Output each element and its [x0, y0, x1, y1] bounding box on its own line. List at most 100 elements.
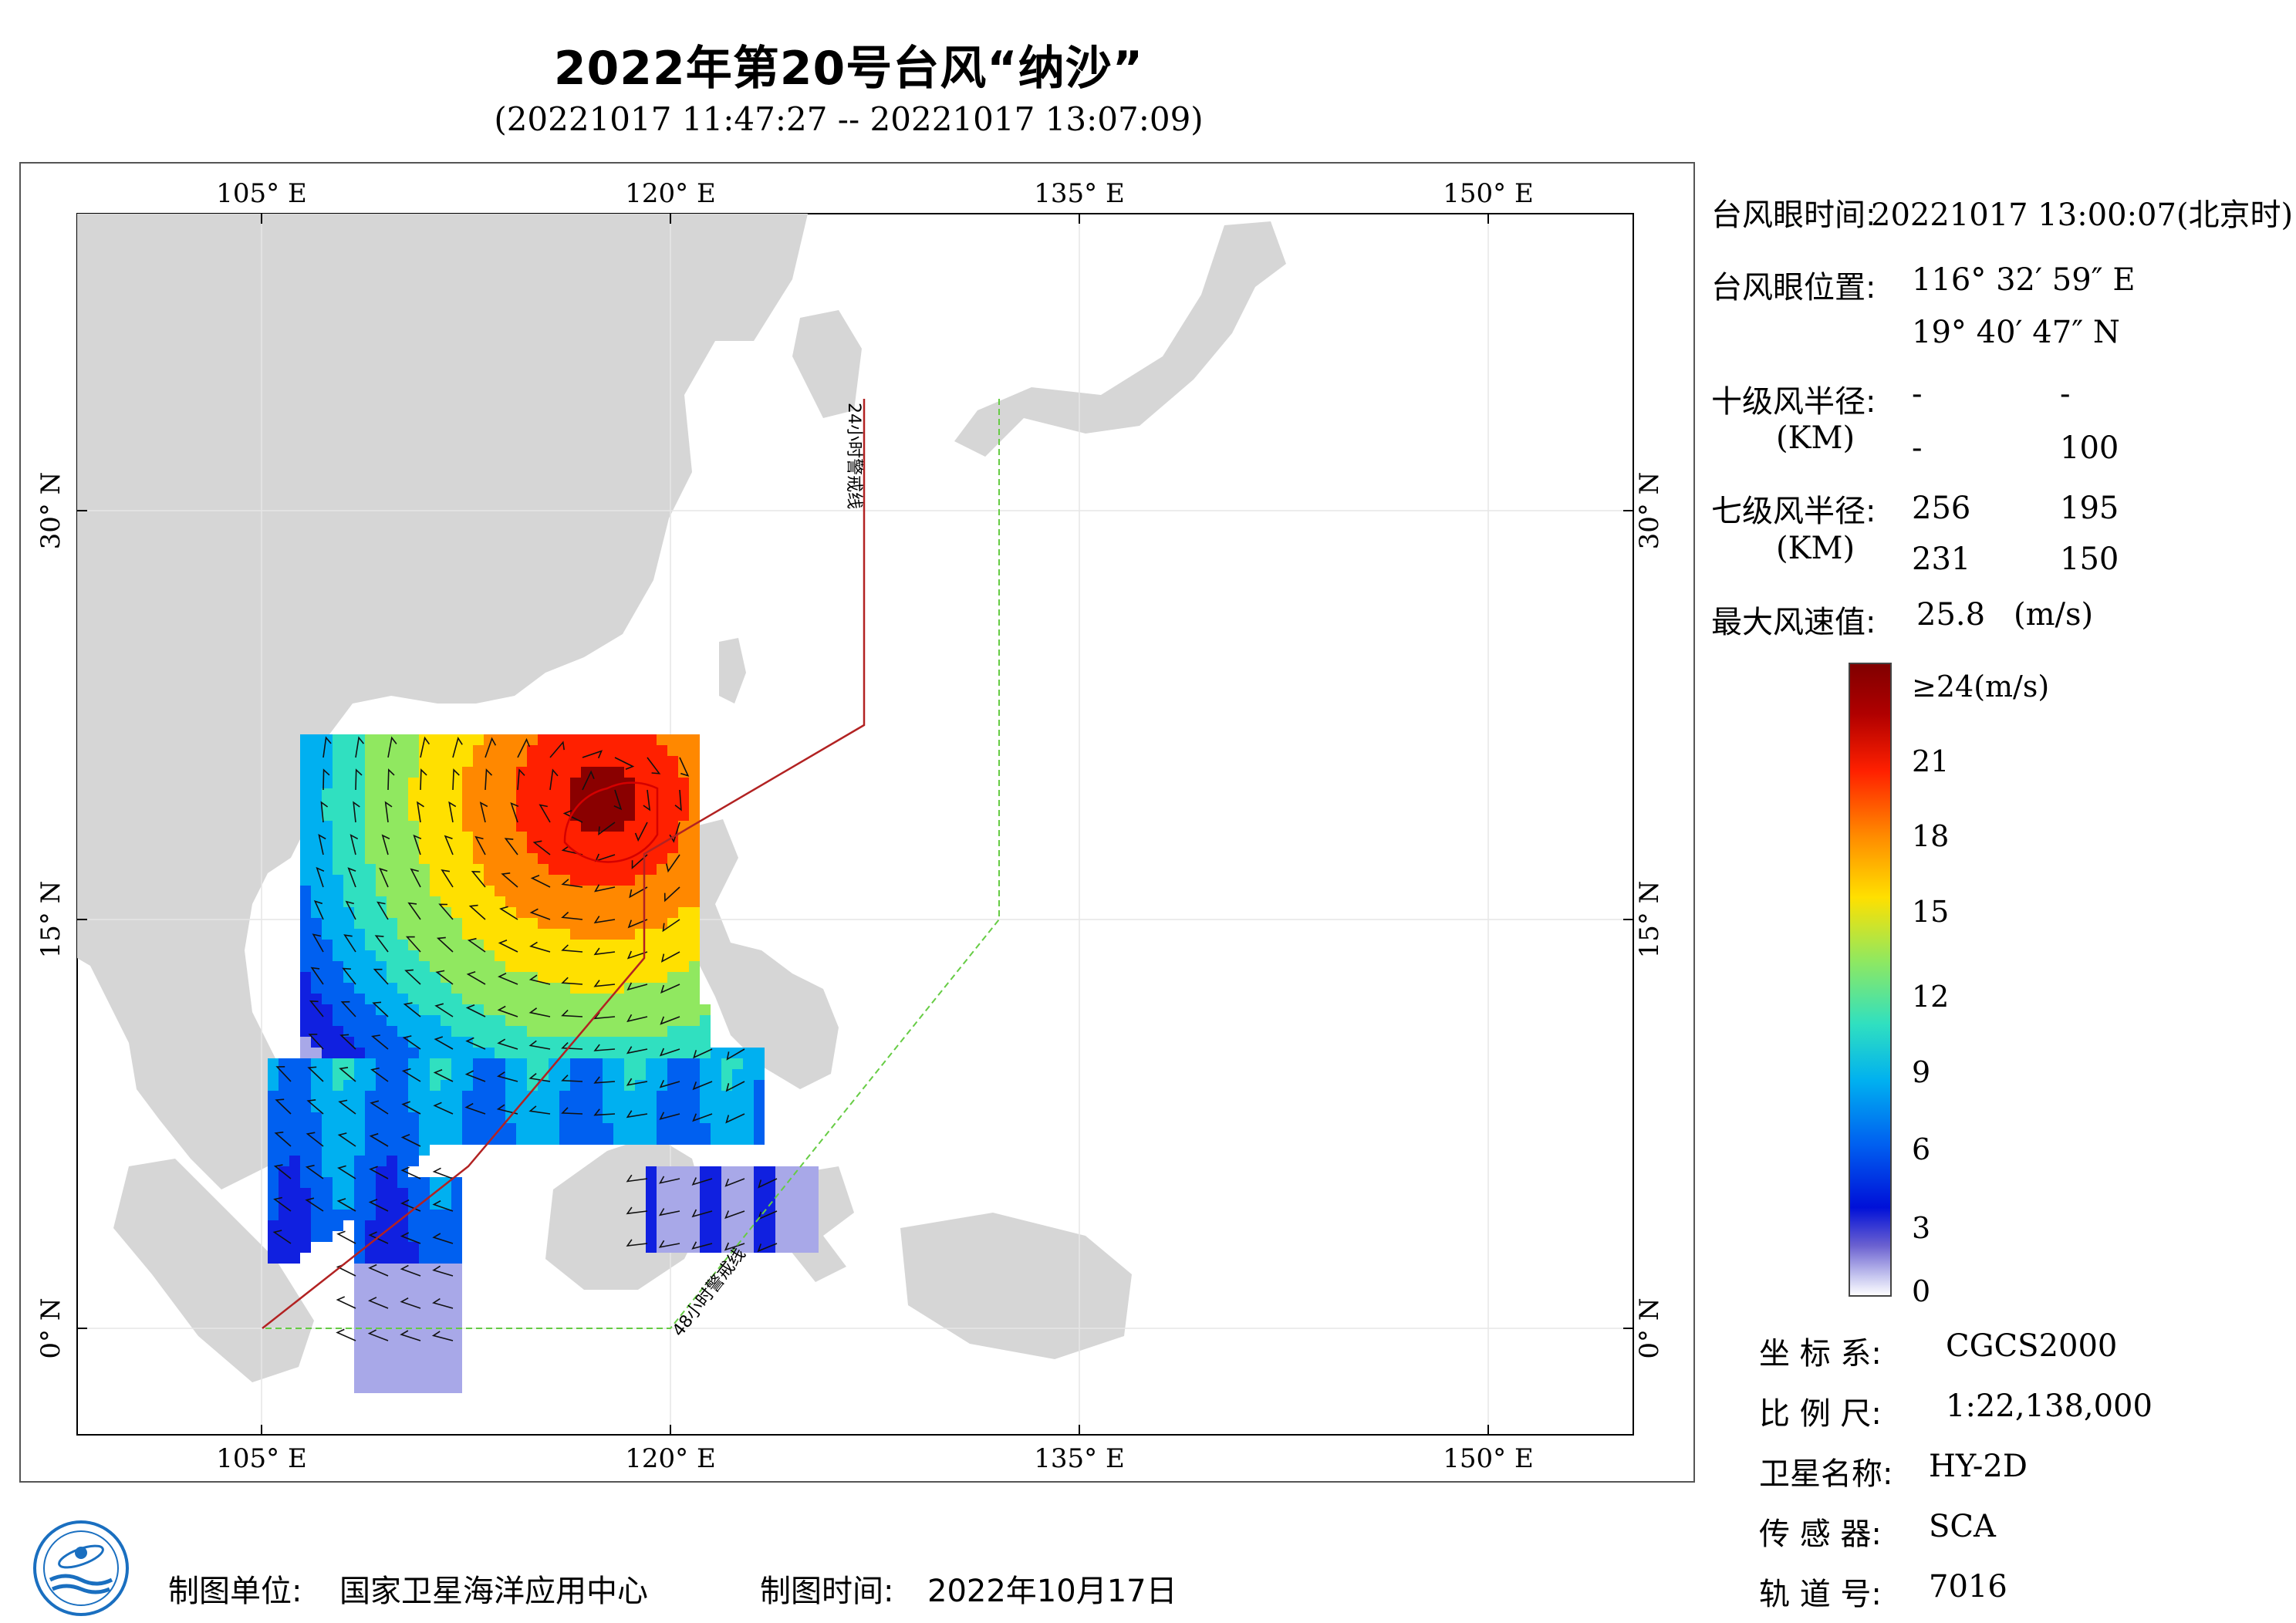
wind-cell: [570, 832, 581, 842]
wind-cell: [441, 1372, 451, 1382]
wind-cell: [527, 1037, 538, 1048]
wind-cell: [333, 961, 343, 972]
wind-cell: [613, 1037, 624, 1048]
wind-cell: [387, 1382, 397, 1393]
wind-cell: [300, 983, 311, 994]
wind-cell: [419, 778, 430, 788]
wind-cell: [505, 1026, 516, 1037]
wind-cell: [538, 907, 549, 918]
wind-cell: [635, 767, 646, 778]
wind-cell: [343, 983, 354, 994]
wind-barb: [561, 911, 583, 920]
wind-cell: [808, 1166, 819, 1177]
wind-cell: [624, 864, 635, 875]
wind-cell: [527, 767, 538, 778]
wind-cell: [462, 1058, 473, 1069]
wind-barb: [400, 1297, 421, 1309]
wind-cell: [451, 875, 462, 886]
wind-cell: [603, 1037, 613, 1048]
wind-cell: [603, 788, 613, 799]
wind-cell: [397, 907, 408, 918]
wind-cell: [538, 1004, 549, 1015]
wind-barb: [666, 854, 680, 873]
wind-cell: [549, 950, 559, 961]
wind-cell: [613, 940, 624, 950]
wind-cell: [678, 1091, 689, 1102]
wind-cell: [343, 788, 354, 799]
wind-cell: [754, 1123, 765, 1134]
wind-cell: [376, 1318, 387, 1328]
wind-cell: [484, 1069, 495, 1080]
wind-cell: [581, 1080, 592, 1091]
wind-cell: [667, 767, 678, 778]
wind-cell: [365, 745, 376, 756]
wind-cell: [333, 1199, 343, 1210]
colorbar-label-18: 18: [1912, 819, 1950, 853]
wind-cell: [365, 1318, 376, 1328]
wind-cell: [343, 1188, 354, 1199]
wind-cell: [311, 1058, 322, 1069]
wind-cell: [646, 1004, 657, 1015]
wind-cell: [613, 832, 624, 842]
wind-cell: [300, 756, 311, 767]
wind-cell: [721, 1231, 732, 1242]
wind-cell: [343, 1080, 354, 1091]
wind-cell: [408, 1220, 419, 1231]
wind-cell: [451, 1112, 462, 1123]
wind-cell: [322, 1220, 333, 1231]
wind-cell: [549, 1123, 559, 1134]
wind-cell: [376, 810, 387, 821]
wind-cell: [343, 886, 354, 896]
wind-cell: [613, 1048, 624, 1058]
wind-cell: [354, 1264, 365, 1274]
wind-cell: [559, 983, 570, 994]
wind-barb: [355, 736, 365, 758]
wind-cell: [635, 1091, 646, 1102]
wind-cell: [387, 864, 397, 875]
wind-cell: [354, 918, 365, 929]
wind-cell: [365, 875, 376, 886]
lat-tick-right-0: 0° N: [1634, 1297, 1665, 1358]
wind-cell: [397, 1339, 408, 1350]
wind-barb: [626, 1206, 648, 1215]
wind-cell: [354, 1102, 365, 1112]
wind-cell: [289, 1102, 300, 1112]
wind-cell: [678, 875, 689, 886]
wind-cell: [743, 1048, 754, 1058]
wind-barb: [501, 872, 518, 888]
wind-cell: [711, 1080, 721, 1091]
wind-cell: [657, 929, 667, 940]
wind-barb: [312, 933, 324, 953]
wind-barb: [410, 868, 421, 888]
wind-cell: [430, 1123, 441, 1134]
wind-cell: [462, 1112, 473, 1123]
wind-cell: [354, 1123, 365, 1134]
wind-cell: [322, 842, 333, 853]
wind-cell: [419, 1091, 430, 1102]
wind-cell: [516, 1134, 527, 1145]
wind-cell: [635, 940, 646, 950]
wind-cell: [441, 734, 451, 745]
wind-cell: [322, 788, 333, 799]
wind-barb: [485, 768, 493, 791]
wind-cell: [397, 1026, 408, 1037]
wind-cell: [527, 1069, 538, 1080]
wind-cell: [343, 1112, 354, 1123]
wind-barb: [659, 1112, 680, 1120]
wind-cell: [538, 1037, 549, 1048]
eye-position-label: 台风眼位置:: [1711, 270, 1876, 305]
wind-cell: [441, 1350, 451, 1361]
wind-cell: [570, 961, 581, 972]
wind-cell: [322, 853, 333, 864]
wind-cell: [646, 886, 657, 896]
wind-cell: [732, 1188, 743, 1199]
wind-cell: [376, 1156, 387, 1166]
wind-cell: [570, 1080, 581, 1091]
wind-cell: [678, 940, 689, 950]
wind-cell: [732, 1058, 743, 1069]
wind-cell: [516, 821, 527, 832]
wind-cell: [603, 756, 613, 767]
wind-cell: [678, 886, 689, 896]
wind-cell: [387, 929, 397, 940]
wind-cell: [397, 1350, 408, 1361]
